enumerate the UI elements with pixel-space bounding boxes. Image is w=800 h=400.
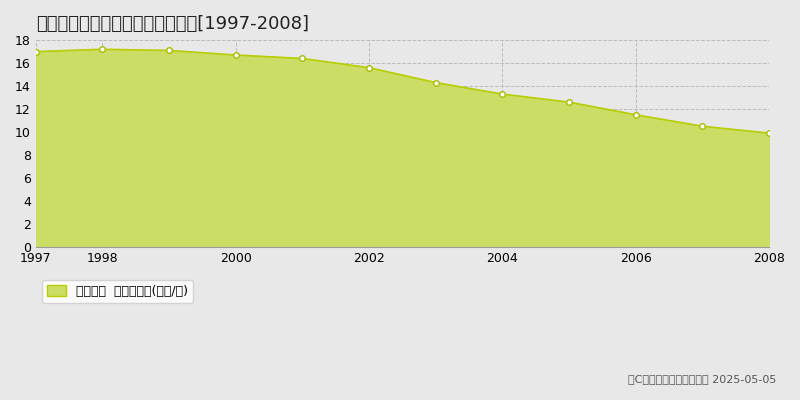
Text: （C）土地価格ドットコム 2025-05-05: （C）土地価格ドットコム 2025-05-05 xyxy=(628,374,776,384)
Legend: 基準地価  平均坪単価(万円/坪): 基準地価 平均坪単価(万円/坪) xyxy=(42,280,193,303)
Text: 宮城郡利府町春日　基準地価推移[1997-2008]: 宮城郡利府町春日 基準地価推移[1997-2008] xyxy=(36,15,309,33)
